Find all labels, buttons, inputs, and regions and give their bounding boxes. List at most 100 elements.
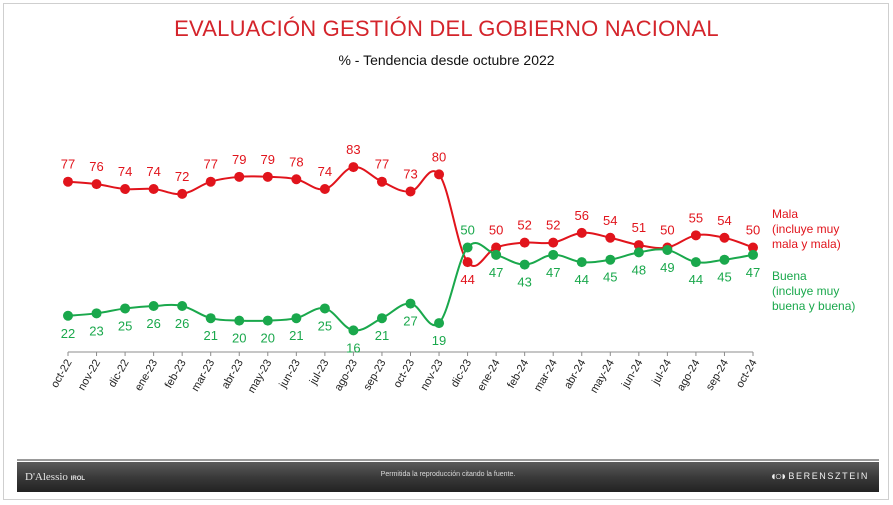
x-tick-label: jun-24 [619, 358, 645, 391]
x-tick-label: oct-24 [734, 358, 760, 390]
data-label-mala: 83 [346, 142, 360, 157]
data-point-mala [519, 237, 530, 248]
data-point-mala [319, 184, 330, 194]
data-label-buena: 44 [689, 272, 703, 287]
footer-bar: D'Alessio IROL Permitida la reproducción… [17, 462, 879, 492]
x-tick-label: may-23 [246, 358, 275, 396]
data-point-buena [120, 303, 131, 314]
data-point-buena [91, 308, 102, 319]
data-point-buena [662, 244, 673, 255]
data-point-buena [319, 303, 330, 314]
data-label-mala: 50 [746, 223, 760, 238]
x-tick-label: ene-23 [133, 358, 161, 394]
data-point-mala [690, 230, 701, 241]
data-point-buena [262, 315, 273, 326]
data-point-mala [262, 171, 273, 182]
x-tick-label: nov-23 [418, 358, 445, 393]
data-label-buena: 43 [517, 275, 531, 290]
data-point-mala [148, 184, 159, 194]
data-label-buena: 45 [603, 270, 617, 285]
data-point-mala [434, 169, 445, 180]
data-label-buena: 27 [403, 314, 417, 329]
data-point-mala [91, 179, 102, 190]
chart-title: EVALUACIÓN GESTIÓN DEL GOBIERNO NACIONAL [174, 16, 719, 41]
data-point-mala [491, 242, 502, 253]
x-tick-label: jul-24 [650, 358, 674, 388]
chart-subtitle: % - Tendencia desde octubre 2022 [338, 52, 555, 68]
legend-mala: (incluye muy [772, 222, 839, 236]
data-label-mala: 74 [146, 164, 160, 179]
data-point-mala [376, 176, 387, 187]
data-label-buena: 20 [232, 331, 246, 346]
data-point-mala [63, 176, 73, 187]
dalessio-logo: D'Alessio IROL [25, 471, 86, 483]
data-label-mala: 79 [232, 152, 246, 167]
footer-divider [17, 459, 879, 461]
data-point-mala [291, 174, 302, 185]
data-label-buena: 22 [61, 326, 75, 341]
data-point-mala [205, 176, 216, 187]
data-label-mala: 52 [517, 218, 531, 233]
data-point-mala [234, 171, 245, 182]
data-point-buena [548, 249, 559, 260]
data-point-buena [719, 254, 730, 265]
legend-buena: (incluye muy [772, 284, 839, 298]
x-tick-label: dic-22 [106, 358, 131, 390]
data-label-buena: 50 [460, 223, 474, 238]
data-point-mala [719, 232, 730, 243]
data-label-mala: 72 [175, 169, 189, 184]
x-tick-label: may-24 [588, 358, 617, 396]
berensztein-logo: ◖○◗ BERENSZTEIN [769, 469, 869, 483]
data-label-mala: 76 [89, 159, 103, 174]
data-label-mala: 50 [660, 223, 674, 238]
data-label-buena: 47 [746, 265, 760, 280]
data-label-buena: 26 [146, 316, 160, 331]
data-point-mala [177, 188, 188, 199]
data-label-mala: 54 [603, 213, 617, 228]
data-point-buena [348, 325, 359, 336]
data-label-buena: 25 [318, 318, 332, 333]
data-label-mala: 74 [118, 164, 132, 179]
data-label-mala: 74 [318, 164, 332, 179]
data-point-buena [63, 310, 73, 321]
data-label-buena: 21 [289, 328, 303, 343]
data-point-buena [177, 301, 188, 311]
data-label-buena: 23 [89, 323, 103, 338]
data-point-buena [291, 313, 302, 324]
data-label-mala: 73 [403, 166, 417, 181]
x-tick-label: ago-24 [675, 358, 703, 394]
x-tick-label: oct-23 [391, 358, 417, 390]
data-label-buena: 44 [575, 272, 589, 287]
data-label-mala: 51 [632, 220, 646, 235]
data-point-buena [748, 249, 758, 260]
legend-buena: Buena [772, 269, 807, 283]
data-point-buena [376, 313, 387, 324]
data-label-buena: 21 [203, 328, 217, 343]
data-point-mala [405, 186, 416, 197]
data-point-mala [120, 184, 131, 194]
data-point-buena [405, 298, 416, 309]
x-tick-label: feb-24 [505, 358, 531, 391]
data-point-buena [519, 259, 530, 270]
berensztein-icon: ◖○◗ [769, 469, 788, 483]
data-label-buena: 45 [717, 270, 731, 285]
data-label-mala: 44 [460, 272, 474, 287]
data-label-mala: 55 [689, 210, 703, 225]
x-tick-label: ago-23 [332, 358, 360, 394]
x-tick-label: sep-24 [704, 358, 731, 393]
x-tick-label: oct-22 [49, 358, 75, 390]
data-label-mala: 56 [575, 208, 589, 223]
data-point-mala [633, 240, 644, 251]
x-tick-label: sep-23 [361, 358, 388, 393]
data-label-mala: 77 [375, 157, 389, 172]
data-label-mala: 52 [546, 218, 560, 233]
data-label-mala: 78 [289, 154, 303, 169]
data-point-buena [605, 254, 616, 265]
data-point-buena [148, 301, 159, 311]
data-label-buena: 21 [375, 328, 389, 343]
legend-mala: Mala [772, 207, 798, 221]
data-point-mala [548, 237, 559, 248]
data-label-mala: 54 [717, 213, 731, 228]
data-point-buena [491, 249, 502, 260]
x-tick-label: abr-23 [220, 358, 246, 392]
